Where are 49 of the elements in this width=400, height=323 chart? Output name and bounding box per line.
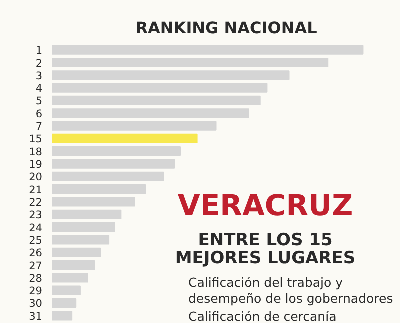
bar: [52, 298, 77, 308]
y-tick-label: 5: [36, 96, 43, 108]
y-tick-label: 7: [36, 121, 43, 134]
bar: [52, 159, 176, 169]
y-tick-label: 15: [29, 134, 43, 146]
annotation: Calificación de cercanía: [188, 309, 337, 323]
bar: [52, 210, 122, 220]
y-tick-label: 19: [29, 159, 43, 172]
bar: [52, 311, 73, 321]
bar: [52, 248, 102, 258]
bar: [52, 235, 110, 245]
annotation: VERACRUZ: [178, 188, 354, 222]
annotation: Calificación del trabajo y desempeño de los gobernadores: [188, 275, 394, 306]
bar: [52, 184, 146, 194]
bar: [52, 134, 198, 144]
bar: [52, 108, 250, 118]
bar: [52, 96, 261, 106]
y-tick-label: 18: [29, 146, 43, 158]
bar: [52, 260, 96, 270]
y-tick-label: 1: [36, 45, 43, 58]
y-tick-label: 4: [36, 83, 43, 96]
y-tick-label: 2: [36, 58, 43, 70]
bar: [52, 45, 364, 55]
y-tick-label: 3: [36, 70, 43, 82]
bar: [52, 286, 81, 296]
y-tick-label: 22: [29, 196, 43, 209]
y-tick-label: 20: [29, 172, 43, 184]
y-tick-label: 27: [29, 260, 43, 272]
bar: [52, 58, 329, 68]
bar: [52, 121, 217, 131]
bar: [52, 83, 268, 93]
bar: [52, 146, 182, 156]
y-tick-label: 28: [29, 272, 43, 285]
bar: [52, 222, 116, 232]
annotation: ENTRE LOS 15 MEJORES LUGARES: [175, 230, 356, 268]
bar: [52, 197, 136, 207]
y-tick-label: 25: [29, 234, 43, 247]
bar: [52, 172, 164, 182]
y-tick-label: 29: [29, 286, 43, 298]
y-tick-label: 24: [29, 222, 43, 234]
y-tick-label: 23: [29, 210, 43, 222]
y-tick-label: 26: [29, 248, 43, 260]
y-tick-label: 21: [29, 184, 43, 196]
y-tick-label: 31: [29, 310, 43, 323]
chart-title: RANKING NACIONAL: [136, 18, 318, 38]
bar: [52, 70, 290, 80]
y-tick-label: 6: [36, 108, 43, 120]
bar: [52, 273, 88, 283]
y-tick-label: 30: [29, 298, 43, 310]
